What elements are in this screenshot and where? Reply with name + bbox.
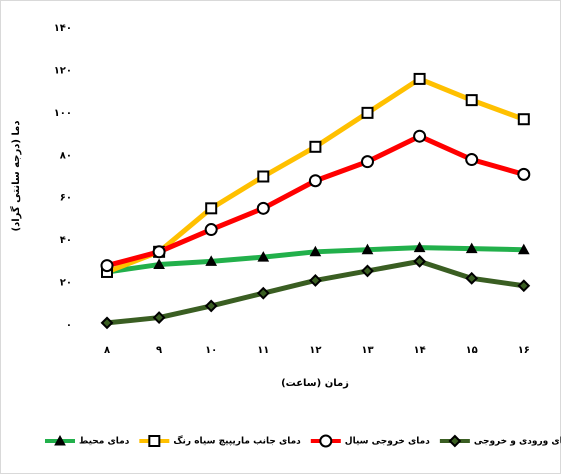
marker: [100, 316, 114, 330]
marker: [54, 434, 66, 446]
x-axis-label: زمان (ساعت): [281, 378, 349, 389]
legend-label: اختلاف دمای ورودی و خروجی: [474, 437, 561, 447]
marker: [517, 243, 530, 255]
marker: [465, 94, 478, 107]
y-tick-label: ۸۰: [60, 150, 72, 161]
marker: [361, 243, 374, 255]
y-tick-label: ۶۰: [60, 193, 72, 204]
x-tick-label: ۹: [156, 345, 162, 356]
marker: [309, 245, 322, 257]
marker: [204, 299, 218, 313]
marker: [465, 153, 479, 167]
legend-label: دمای خروجی سیال: [345, 437, 430, 447]
x-tick-label: ۱۶: [518, 345, 530, 356]
marker: [361, 264, 374, 278]
y-tick-label: ۰: [66, 320, 72, 331]
marker: [517, 279, 531, 293]
marker: [257, 251, 270, 262]
x-tick-label: ۱۴: [413, 345, 425, 356]
marker: [205, 255, 218, 266]
x-tick-label: ۱۵: [466, 345, 478, 356]
y-axis-label: دما (درجه سانتی گراد): [9, 121, 22, 232]
marker: [152, 311, 166, 324]
marker: [361, 155, 374, 169]
marker: [309, 140, 322, 153]
y-tick-label: ۲۰: [60, 278, 72, 289]
marker: [319, 434, 333, 448]
marker: [256, 286, 270, 300]
marker: [517, 167, 531, 181]
legend-label: دمای محیط: [79, 437, 130, 447]
marker: [152, 245, 166, 259]
marker: [204, 223, 218, 237]
y-tick-label: ۱۲۰: [54, 65, 72, 76]
x-tick-label: ۱۰: [205, 345, 217, 356]
marker: [413, 254, 427, 268]
x-tick-label: ۸: [104, 345, 110, 356]
marker: [413, 72, 426, 85]
marker: [413, 241, 426, 253]
marker: [465, 242, 478, 254]
marker: [257, 170, 270, 183]
marker: [256, 201, 270, 215]
y-tick-label: ۱۰۰: [54, 108, 72, 119]
marker: [205, 202, 218, 215]
y-tick-label: ۱۴۰: [54, 23, 72, 34]
marker: [448, 434, 462, 448]
marker: [465, 271, 479, 285]
x-tick-label: ۱۲: [309, 345, 321, 356]
legend-label: دمای جانب ماریپیچ سیاه رنگ: [173, 435, 301, 447]
marker: [308, 174, 322, 188]
marker: [361, 106, 374, 119]
marker: [100, 259, 114, 273]
marker: [308, 274, 322, 287]
marker: [153, 258, 165, 270]
x-tick-label: ۱۱: [257, 345, 269, 356]
marker: [413, 129, 427, 143]
marker: [148, 435, 161, 447]
x-tick-label: ۱۳: [361, 345, 373, 356]
y-tick-label: ۴۰: [60, 235, 72, 246]
marker: [517, 113, 530, 126]
